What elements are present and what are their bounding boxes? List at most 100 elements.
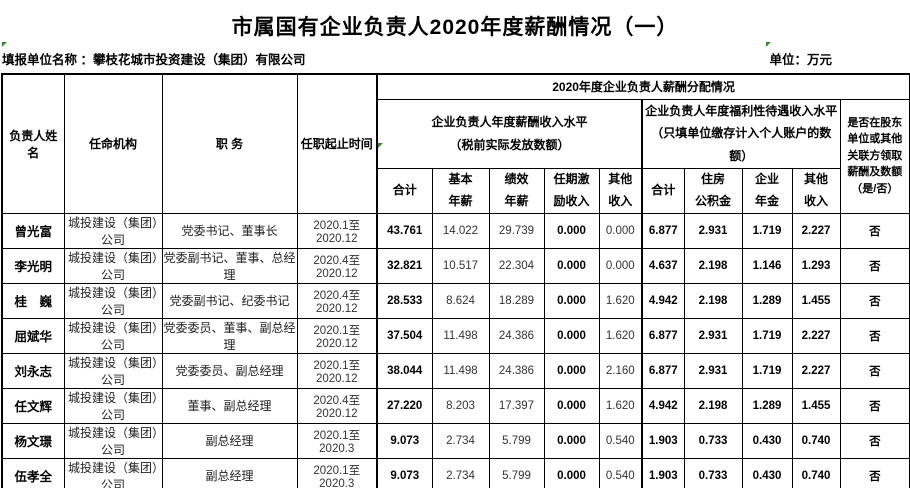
cell-perf: 5.799 xyxy=(488,422,545,459)
cell-position: 党委委员、董事、副总经理 xyxy=(161,317,298,354)
cell-shareholder: 否 xyxy=(839,317,910,354)
cell-welfare_other: 2.227 xyxy=(791,317,841,354)
cell-tenure: 2020.1至2020.3 xyxy=(296,457,378,488)
cell-term: 0.000 xyxy=(543,317,600,354)
cell-base: 14.022 xyxy=(431,212,490,249)
cell-shareholder: 否 xyxy=(839,282,910,319)
cell-tenure: 2020.1至2020.3 xyxy=(296,422,378,459)
currency-unit-label: 单位：万元 xyxy=(769,53,832,67)
cell-total: 38.044 xyxy=(376,352,433,389)
table-row: 任文辉 城投建设（集团）公司 董事、副总经理 2020.4至2020.12 27.220… xyxy=(1,387,910,424)
cell-other: 1.620 xyxy=(598,282,643,319)
col-header-shareholder: 是否在股东单位或其他关联方领取薪酬及数额（是/否） xyxy=(839,98,910,214)
cell-annuity: 1.146 xyxy=(741,247,793,284)
page-title: 市属国有企业负责人2020年度薪酬情况（一） xyxy=(231,16,679,39)
cell-welfare_other: 0.740 xyxy=(791,422,841,459)
cell-agency: 城投建设（集团）公司 xyxy=(63,352,163,389)
cell-agency: 城投建设（集团）公司 xyxy=(63,212,163,249)
cell-perf: 24.386 xyxy=(488,317,545,354)
cell-other: 0.540 xyxy=(598,457,643,488)
cell-term: 0.000 xyxy=(543,457,600,488)
table-row: 屈斌华 城投建设（集团）公司 党委委员、董事、副总经理 2020.1至2020.12 3… xyxy=(1,317,910,354)
cell-term: 0.000 xyxy=(543,422,600,459)
cell-shareholder: 否 xyxy=(839,422,910,459)
cell-name: 曾光富 xyxy=(1,212,65,249)
cell-term: 0.000 xyxy=(543,387,600,424)
cell-welfare_other: 1.455 xyxy=(791,282,841,319)
col-header-performance-salary: 绩效 年薪 xyxy=(488,167,545,214)
cell-perf: 18.289 xyxy=(488,282,545,319)
cell-welfare_total: 4.637 xyxy=(641,247,685,284)
col-header-base-salary: 基本 年薪 xyxy=(431,167,490,214)
col-header-housing-fund: 住房 公积金 xyxy=(683,167,743,214)
cell-agency: 城投建设（集团）公司 xyxy=(63,317,163,354)
cell-welfare_total: 1.903 xyxy=(641,457,685,488)
cell-welfare_total: 4.942 xyxy=(641,387,685,424)
col-header-welfare-total: 合计 xyxy=(641,167,685,214)
table-row: 曾光富 城投建设（集团）公司 党委书记、董事长 2020.1至2020.12 43.76… xyxy=(1,212,910,249)
cell-annuity: 1.719 xyxy=(741,352,793,389)
cell-tenure: 2020.1至2020.12 xyxy=(296,352,378,389)
cell-base: 11.498 xyxy=(431,352,490,389)
cell-other: 0.000 xyxy=(598,247,643,284)
cell-total: 32.821 xyxy=(376,247,433,284)
cell-position: 董事、副总经理 xyxy=(161,387,298,424)
cell-welfare_total: 6.877 xyxy=(641,212,685,249)
cell-housing: 2.198 xyxy=(683,282,743,319)
cell-other: 0.000 xyxy=(598,212,643,249)
cell-housing: 0.733 xyxy=(683,422,743,459)
cell-name: 伍孝全 xyxy=(1,457,65,488)
cell-name: 桂 巍 xyxy=(1,282,65,319)
cell-annuity: 0.430 xyxy=(741,457,793,488)
cell-position: 党委委员、副总经理 xyxy=(161,352,298,389)
cell-base: 2.734 xyxy=(431,422,490,459)
cell-base: 8.203 xyxy=(431,387,490,424)
cell-shareholder: 否 xyxy=(839,387,910,424)
cell-total: 37.504 xyxy=(376,317,433,354)
cell-position: 副总经理 xyxy=(161,422,298,459)
cell-tenure: 2020.4至2020.12 xyxy=(296,387,378,424)
col-header-welfare-other: 其他 收入 xyxy=(791,167,841,214)
green-corner-flag-icon xyxy=(2,42,7,47)
cell-base: 11.498 xyxy=(431,317,490,354)
table-body: 曾光富 城投建设（集团）公司 党委书记、董事长 2020.1至2020.12 43.76… xyxy=(1,212,910,488)
cell-total: 27.220 xyxy=(376,387,433,424)
cell-total: 43.761 xyxy=(376,212,433,249)
cell-welfare_total: 1.903 xyxy=(641,422,685,459)
table-row: 桂 巍城投建设（集团）公司 党委副书记、纪委书记 2020.4至2020.12 28.… xyxy=(1,282,910,319)
table-row: 刘永志 城投建设（集团）公司 党委委员、副总经理 2020.1至2020.12 38.0… xyxy=(1,352,910,389)
cell-housing: 2.931 xyxy=(683,212,743,249)
reporting-unit-label: 填报单位名称 ：攀枝花城市投资建设（集团）有限公司 xyxy=(2,53,306,67)
cell-agency: 城投建设（集团）公司 xyxy=(63,387,163,424)
cell-total: 9.073 xyxy=(376,422,433,459)
col-header-term-incentive: 任期激 励收入 xyxy=(543,167,600,214)
cell-housing: 2.198 xyxy=(683,387,743,424)
cell-agency: 城投建设（集团）公司 xyxy=(63,422,163,459)
group-header-welfare-income: 企业负责人年度福利性待遇收入水平 （只填单位缴存计入个人账户的数额） xyxy=(641,98,841,169)
cell-perf: 24.386 xyxy=(488,352,545,389)
cell-other: 0.540 xyxy=(598,422,643,459)
cell-housing: 2.931 xyxy=(683,352,743,389)
cell-other: 2.160 xyxy=(598,352,643,389)
col-header-name: 负责人姓名 xyxy=(1,73,65,214)
cell-welfare_total: 6.877 xyxy=(641,352,685,389)
cell-name: 李光明 xyxy=(1,247,65,284)
cell-tenure: 2020.4至2020.12 xyxy=(296,247,378,284)
cell-welfare_total: 4.942 xyxy=(641,282,685,319)
cell-term: 0.000 xyxy=(543,352,600,389)
cell-base: 10.517 xyxy=(431,247,490,284)
meta-row: 填报单位名称 ：攀枝花城市投资建设（集团）有限公司 单位：万元 xyxy=(0,49,910,68)
cell-position: 党委副书记、纪委书记 xyxy=(161,282,298,319)
cell-welfare_other: 0.740 xyxy=(791,457,841,488)
cell-welfare_other: 1.455 xyxy=(791,387,841,424)
salary-table: 负责人姓名 任命机构 职 务 任职起止时间 2020年度企业负责人薪酬分配情况 … xyxy=(1,73,910,488)
table-header: 负责人姓名 任命机构 职 务 任职起止时间 2020年度企业负责人薪酬分配情况 … xyxy=(1,73,910,214)
col-header-agency: 任命机构 xyxy=(63,73,163,214)
col-header-total: 合计 xyxy=(376,167,433,214)
cell-shareholder: 否 xyxy=(839,352,910,389)
table-row: 伍孝全 城投建设（集团）公司 副总经理 2020.1至2020.3 9.073 2.734… xyxy=(1,457,910,488)
cell-housing: 0.733 xyxy=(683,457,743,488)
cell-name: 任文辉 xyxy=(1,387,65,424)
cell-position: 副总经理 xyxy=(161,457,298,488)
